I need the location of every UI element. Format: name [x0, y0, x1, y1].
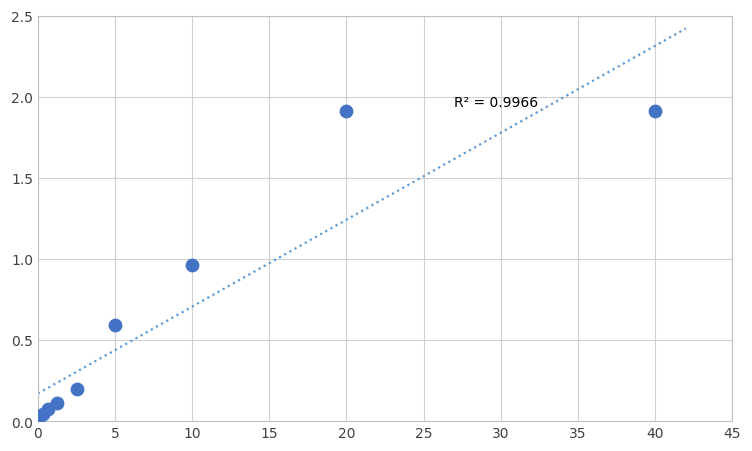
Point [41, 406, 53, 413]
Point [51, 400, 63, 407]
Point [649, 108, 661, 115]
Point [32, 417, 44, 424]
Point [186, 262, 199, 269]
Point [71, 386, 83, 393]
Point [341, 108, 353, 115]
Text: R² = 0.9966: R² = 0.9966 [454, 95, 538, 109]
Point [109, 322, 121, 329]
Point [37, 410, 49, 418]
